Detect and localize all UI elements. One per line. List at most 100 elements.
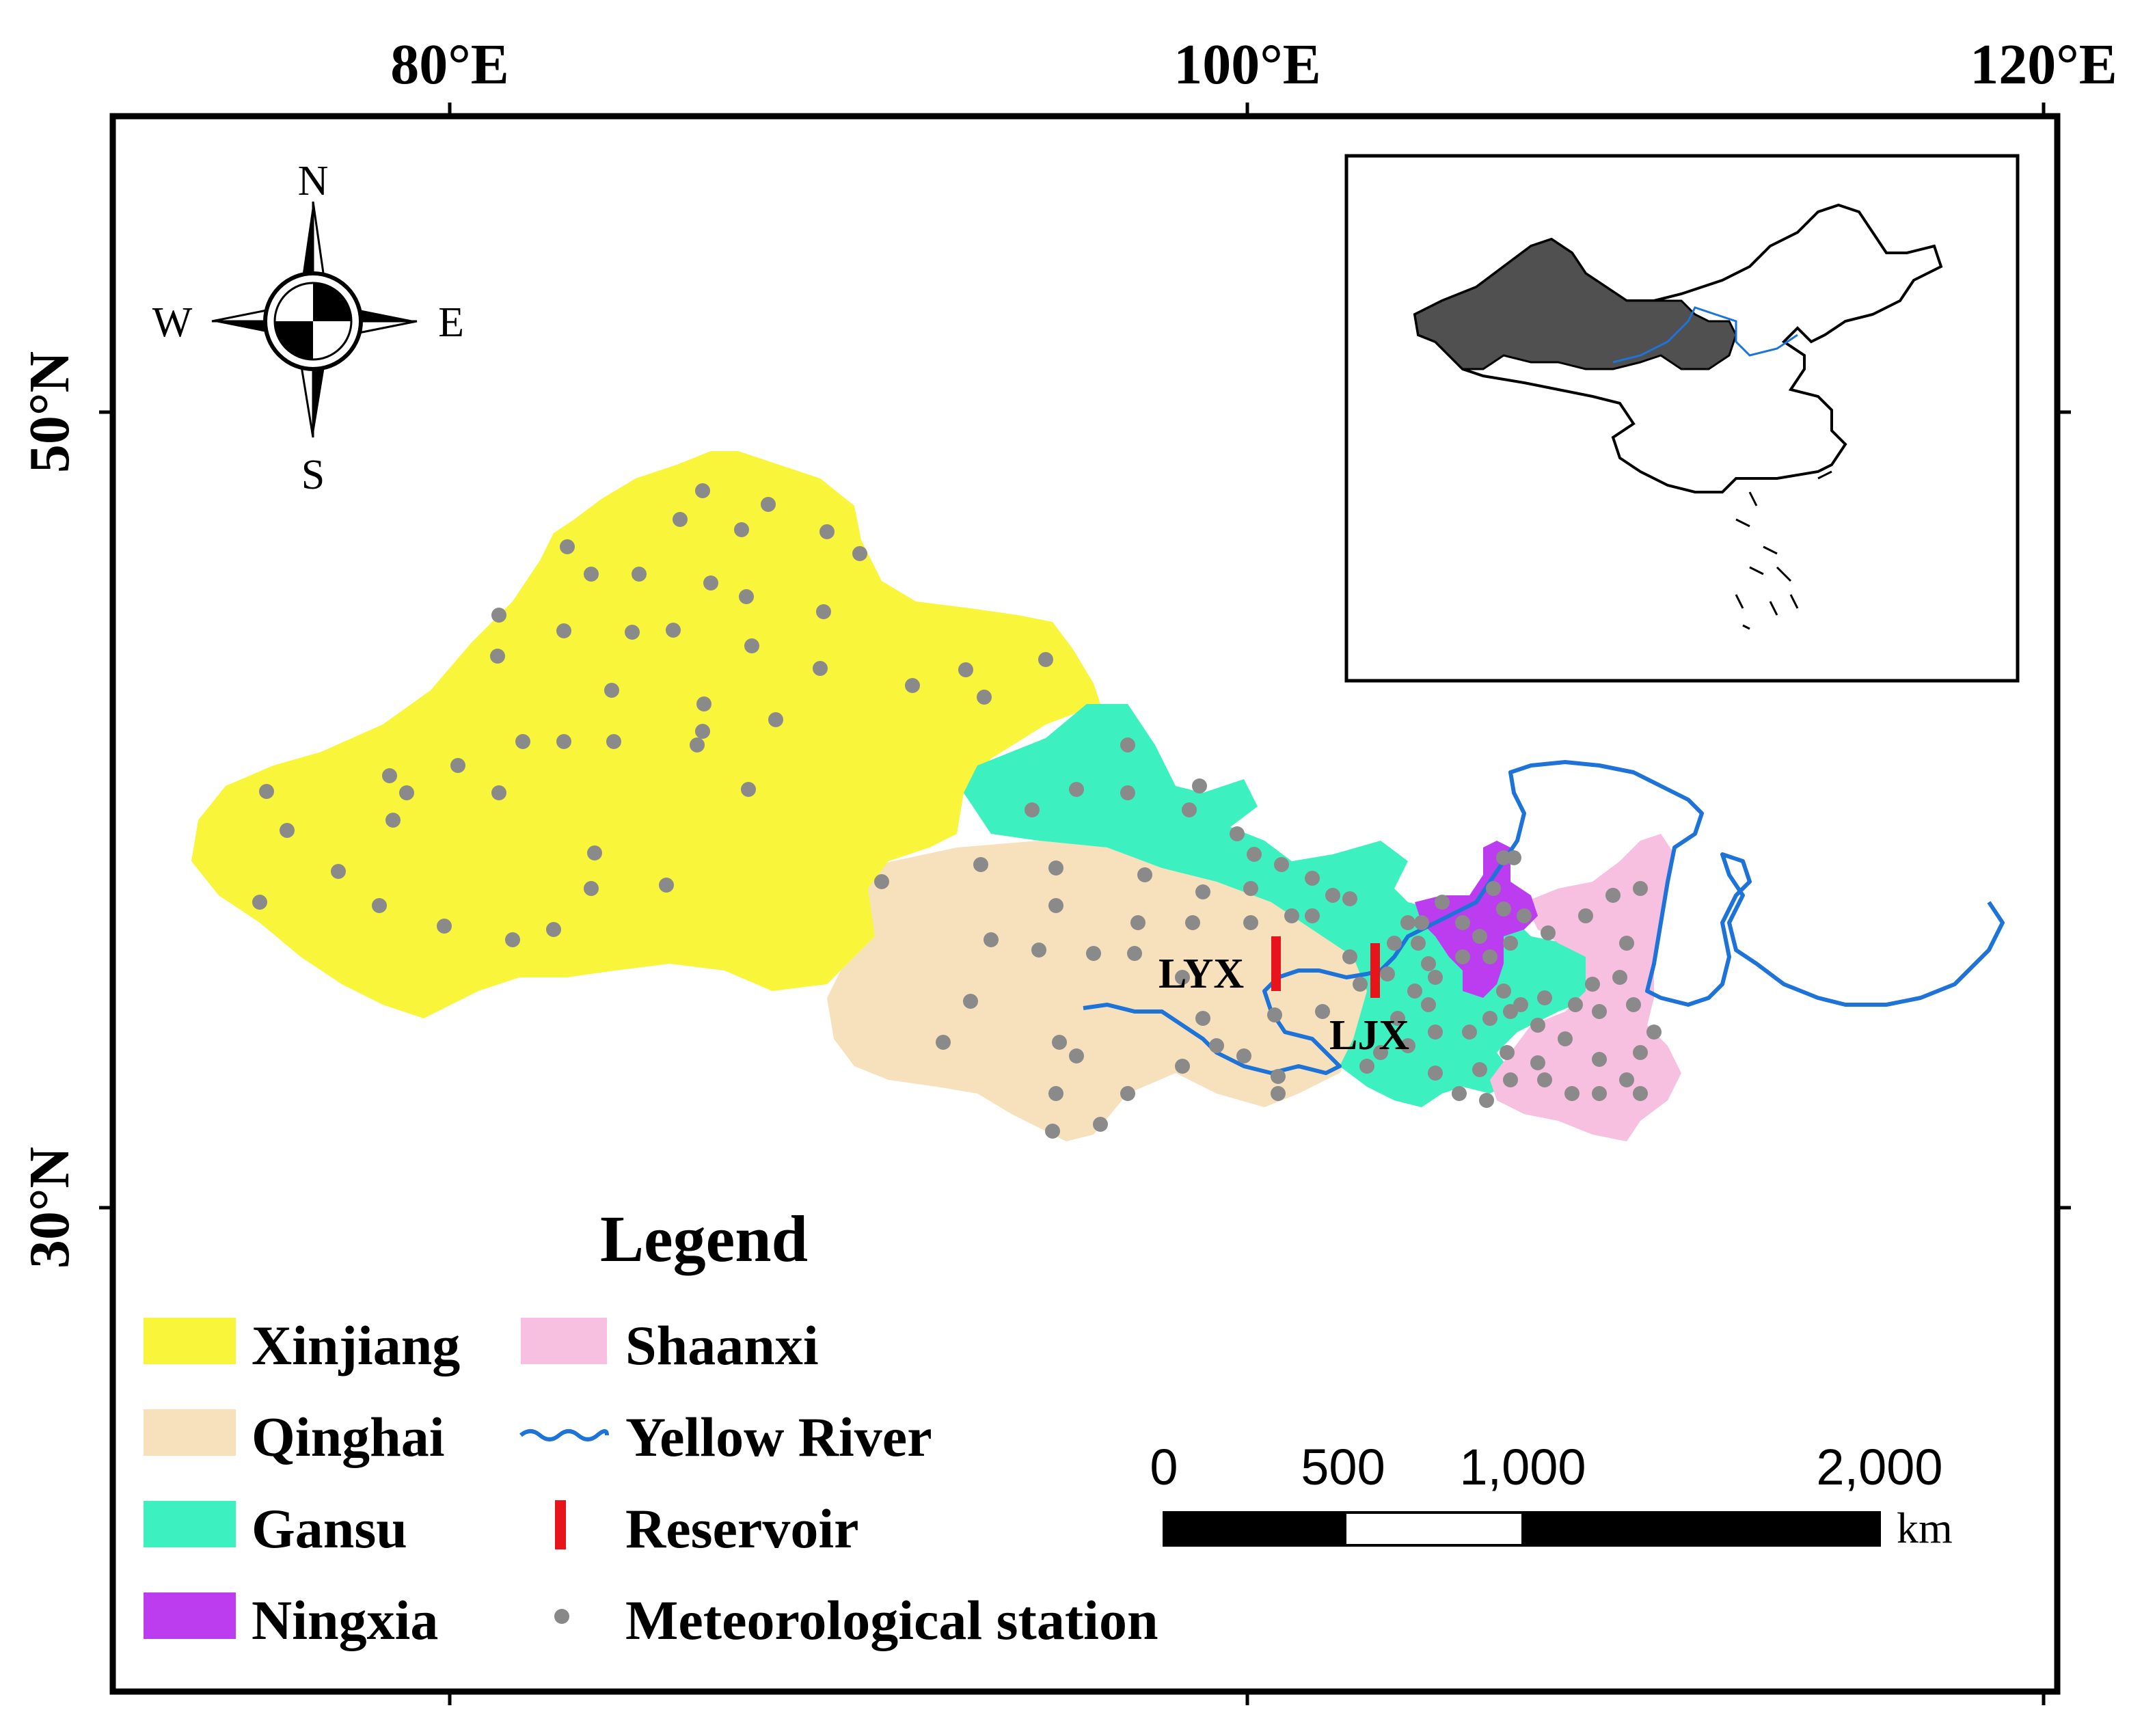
station-marker [977, 690, 992, 705]
inset-islands [1735, 470, 1832, 630]
station-marker [632, 567, 647, 582]
station-marker [372, 898, 387, 913]
north-arrow-compass: N S W E [152, 158, 464, 498]
legend-swatch-ningxia [144, 1592, 236, 1639]
scale-label-500: 500 [1301, 1439, 1385, 1495]
compass-label-w: W [152, 299, 193, 346]
station-marker [1048, 898, 1063, 913]
station-marker [1428, 1025, 1443, 1040]
station-marker [1284, 908, 1299, 923]
station-marker [1353, 977, 1368, 992]
station-marker [1400, 1038, 1415, 1053]
legend-label-gansu: Gansu [252, 1497, 407, 1560]
station-marker [1537, 990, 1552, 1005]
station-marker [1182, 802, 1197, 817]
station-marker [625, 625, 640, 640]
station-marker [1564, 1086, 1580, 1101]
station-marker [1373, 1045, 1388, 1060]
longitude-label-120e: 120°E [1970, 33, 2117, 96]
station-marker [1558, 1031, 1573, 1046]
station-marker [1619, 936, 1634, 951]
legend-symbol-station [554, 1609, 569, 1624]
legend-label-yellow-river: Yellow River [625, 1406, 932, 1468]
station-marker [1359, 1059, 1374, 1074]
station-marker [1421, 997, 1436, 1012]
scale-unit: km [1897, 1504, 1953, 1552]
station-marker [587, 845, 602, 860]
station-marker [1236, 1048, 1251, 1063]
station-marker [734, 522, 749, 537]
station-marker [1633, 881, 1648, 896]
legend-swatch-qinghai [144, 1409, 236, 1456]
station-marker [280, 823, 295, 838]
station-marker [1400, 915, 1415, 930]
reservoir-label-ljx: LJX [1329, 1012, 1409, 1059]
compass-label-s: S [301, 452, 325, 498]
station-marker [695, 483, 710, 498]
scale-segment-2 [1344, 1511, 1524, 1547]
station-marker [1247, 847, 1262, 862]
station-marker [382, 768, 397, 783]
scale-label-0: 0 [1150, 1439, 1178, 1495]
scale-label-2000: 2,000 [1816, 1439, 1942, 1495]
station-marker [739, 589, 754, 604]
station-marker [1592, 1086, 1607, 1101]
station-marker [505, 932, 520, 947]
station-marker [1472, 1062, 1487, 1077]
station-marker [813, 661, 828, 676]
station-marker [1031, 942, 1046, 958]
inset-china-map [1344, 154, 2020, 683]
meteorological-stations [252, 483, 1662, 1139]
station-marker [604, 683, 619, 698]
graticule-ticks [99, 103, 2071, 1705]
station-marker [1274, 857, 1289, 872]
province-qinghai [827, 841, 1374, 1141]
station-marker [1482, 1011, 1497, 1026]
station-marker [744, 638, 759, 653]
station-marker [1243, 881, 1258, 896]
station-marker [1530, 1055, 1545, 1070]
legend-label-qinghai: Qinghai [252, 1406, 445, 1468]
station-marker [761, 497, 776, 512]
station-marker [1342, 891, 1357, 906]
station-marker [1271, 1086, 1286, 1101]
station-marker [936, 1035, 951, 1050]
station-marker [666, 623, 681, 638]
station-marker [958, 662, 973, 677]
station-marker [819, 524, 835, 539]
legend-symbol-reservoir [555, 1500, 566, 1549]
station-marker [1127, 946, 1142, 961]
legend: Legend Xinjiang Shaanxi Qinghai Yellow R… [144, 1202, 1158, 1651]
station-marker [1390, 1011, 1405, 1026]
station-marker [331, 864, 346, 879]
legend-label-station: Meteorological station [625, 1589, 1158, 1651]
station-marker [1271, 1069, 1286, 1084]
station-marker [1428, 970, 1443, 985]
station-marker [560, 539, 575, 554]
station-marker [1619, 1072, 1634, 1087]
station-marker [259, 784, 274, 799]
legend-swatch-shaanxi [521, 1318, 607, 1364]
station-marker [659, 878, 674, 893]
station-marker [963, 994, 978, 1009]
station-marker [1387, 936, 1402, 951]
station-marker [1209, 1038, 1224, 1053]
station-marker [1120, 1086, 1135, 1101]
station-marker [1069, 1048, 1084, 1063]
station-marker [1472, 929, 1487, 944]
station-marker [696, 696, 711, 711]
station-marker [690, 737, 705, 752]
station-marker [816, 604, 831, 619]
longitude-label-100e: 100°E [1174, 33, 1321, 96]
station-marker [584, 567, 599, 582]
station-marker [1568, 997, 1583, 1012]
station-marker [1479, 1093, 1494, 1108]
province-xinjiang [191, 451, 1100, 1018]
station-marker [1626, 997, 1641, 1012]
station-marker [1530, 1018, 1545, 1033]
legend-label-reservoir: Reservoir [625, 1497, 859, 1560]
reservoir-lyx [1271, 936, 1281, 991]
station-marker [1175, 970, 1190, 985]
station-marker [491, 608, 506, 623]
